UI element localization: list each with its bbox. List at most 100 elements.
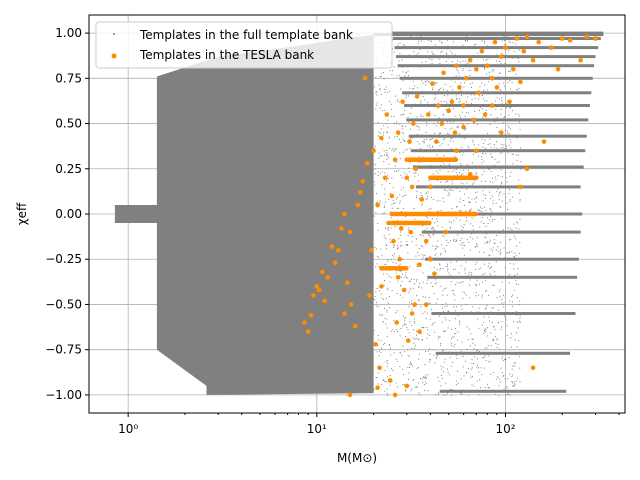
full-bank-point (348, 78, 350, 80)
full-bank-point (458, 172, 460, 174)
full-bank-point (344, 298, 346, 300)
full-bank-point (398, 264, 400, 266)
full-bank-point (378, 131, 380, 133)
full-bank-point (489, 360, 491, 362)
full-bank-point (427, 191, 429, 193)
full-bank-point (445, 52, 447, 54)
full-bank-point (432, 228, 434, 230)
full-bank-point (383, 150, 385, 152)
full-bank-point (373, 298, 374, 300)
full-bank-point (362, 244, 364, 246)
full-bank-point (429, 144, 431, 146)
full-bank-point (402, 273, 403, 275)
full-bank-point (482, 357, 484, 359)
full-bank-point (438, 141, 440, 143)
full-bank-point (415, 244, 417, 246)
tesla-bank-point (474, 67, 479, 72)
full-bank-point (507, 227, 509, 229)
full-bank-point (383, 205, 385, 207)
full-bank-point (437, 225, 439, 227)
full-bank-point (332, 238, 334, 240)
full-bank-point (408, 227, 410, 229)
full-bank-point (411, 278, 412, 280)
full-bank-point (507, 132, 508, 134)
full-bank-point (346, 333, 348, 335)
full-bank-point (473, 121, 475, 123)
full-bank-point (421, 204, 423, 206)
full-bank-point (402, 368, 404, 370)
full-bank-point (343, 70, 345, 72)
full-bank-point (407, 70, 409, 72)
full-bank-point (513, 385, 515, 387)
full-bank-point (425, 61, 427, 63)
full-bank-point (340, 380, 342, 382)
full-bank-point (492, 195, 494, 197)
full-bank-point (476, 197, 477, 199)
full-bank-point (471, 87, 472, 88)
full-bank-point (403, 133, 405, 135)
full-bank-point (513, 385, 514, 386)
full-bank-point (484, 236, 486, 238)
full-bank-point (445, 101, 447, 103)
full-bank-point (485, 329, 487, 331)
full-bank-point (348, 165, 349, 167)
full-bank-point (459, 98, 461, 100)
full-bank-point (334, 104, 336, 106)
full-bank-point (513, 362, 515, 364)
full-bank-point (473, 363, 475, 365)
full-bank-point (441, 50, 443, 52)
full-bank-point (501, 182, 502, 184)
full-bank-point (445, 319, 447, 321)
full-bank-point (512, 294, 514, 296)
full-bank-point (509, 80, 511, 82)
full-bank-point (470, 69, 471, 71)
full-bank-point (400, 142, 402, 143)
full-bank-point (336, 359, 338, 361)
full-bank-point (483, 316, 485, 318)
full-bank-point (402, 114, 404, 115)
full-bank-point (383, 206, 385, 208)
full-bank-point (403, 374, 405, 376)
full-bank-point (365, 233, 367, 235)
full-bank-point (405, 316, 406, 318)
full-bank-point (415, 171, 417, 173)
full-bank-point (335, 185, 337, 186)
full-bank-point (408, 355, 410, 357)
full-bank-point (349, 353, 351, 355)
full-bank-point (371, 96, 373, 98)
full-bank-point (398, 270, 400, 272)
full-bank-point (488, 168, 490, 170)
full-bank-point (405, 71, 407, 73)
full-bank-point (512, 365, 514, 367)
full-bank-point (397, 219, 399, 221)
full-bank-point (466, 348, 468, 350)
full-bank-point (470, 376, 472, 378)
full-bank-point (407, 355, 409, 356)
full-bank-point (400, 189, 402, 191)
full-bank-point (410, 107, 412, 109)
full-bank-point (407, 116, 409, 118)
full-bank-point (369, 165, 371, 167)
full-bank-point (436, 246, 438, 248)
tesla-bank-point (395, 130, 401, 135)
tesla-bank-point (453, 157, 459, 162)
full-bank-point (471, 198, 473, 200)
full-bank-point (363, 366, 365, 368)
full-bank-point (422, 281, 424, 283)
full-bank-point (361, 117, 363, 119)
full-bank-point (360, 249, 362, 250)
full-bank-point (471, 338, 473, 340)
full-bank-point (390, 330, 392, 332)
full-bank-point (356, 284, 358, 285)
full-bank-point (500, 108, 502, 110)
full-bank-point (450, 389, 451, 391)
full-bank-point (375, 76, 377, 78)
full-bank-point (344, 132, 346, 133)
tesla-bank-point (320, 269, 325, 275)
full-bank-point (345, 347, 347, 349)
full-bank-point (444, 306, 446, 308)
full-bank-point (467, 112, 469, 114)
full-bank-point (465, 220, 467, 222)
full-bank-point (341, 377, 343, 379)
full-bank-point (373, 86, 375, 88)
